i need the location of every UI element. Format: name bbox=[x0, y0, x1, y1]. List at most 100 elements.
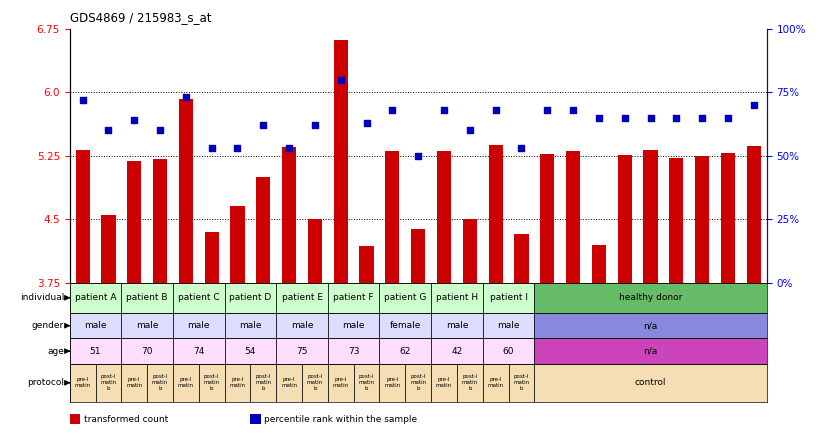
Bar bbox=[121, 282, 173, 313]
Text: pre-I
matin: pre-I matin bbox=[436, 377, 451, 388]
Text: n/a: n/a bbox=[643, 321, 657, 330]
Bar bbox=[224, 313, 276, 338]
Point bbox=[283, 145, 296, 152]
Bar bbox=[534, 364, 766, 402]
Bar bbox=[70, 282, 121, 313]
Text: pre-I
matin: pre-I matin bbox=[487, 377, 503, 388]
Bar bbox=[534, 338, 766, 364]
Bar bbox=[147, 364, 173, 402]
Text: post-I
matin
b: post-I matin b bbox=[203, 374, 219, 391]
Point bbox=[669, 114, 682, 121]
Bar bbox=[204, 232, 219, 282]
Point bbox=[76, 96, 89, 103]
Bar bbox=[70, 338, 121, 364]
Text: age: age bbox=[48, 347, 64, 356]
Bar bbox=[353, 364, 379, 402]
Text: male: male bbox=[446, 321, 468, 330]
Point bbox=[540, 107, 553, 114]
Bar bbox=[437, 151, 450, 282]
Bar bbox=[121, 338, 173, 364]
Text: post-I
matin
b: post-I matin b bbox=[100, 374, 116, 391]
Text: post-I
matin
b: post-I matin b bbox=[410, 374, 426, 391]
Text: male: male bbox=[239, 321, 261, 330]
Text: gender: gender bbox=[32, 321, 64, 330]
Text: post-I
matin
b: post-I matin b bbox=[513, 374, 529, 391]
Bar bbox=[173, 282, 224, 313]
Bar bbox=[695, 156, 708, 282]
Text: patient B: patient B bbox=[126, 293, 168, 302]
Point bbox=[721, 114, 734, 121]
Point bbox=[437, 107, 450, 114]
Text: 62: 62 bbox=[399, 347, 410, 356]
Point bbox=[205, 145, 218, 152]
Bar bbox=[328, 282, 379, 313]
Text: pre-I
matin: pre-I matin bbox=[281, 377, 296, 388]
Point bbox=[591, 114, 604, 121]
Bar bbox=[405, 364, 431, 402]
Bar bbox=[482, 338, 534, 364]
Bar bbox=[282, 147, 296, 282]
Text: post-I
matin
b: post-I matin b bbox=[306, 374, 323, 391]
Bar bbox=[534, 313, 766, 338]
Bar bbox=[276, 338, 328, 364]
Text: patient C: patient C bbox=[178, 293, 219, 302]
Bar bbox=[328, 313, 379, 338]
Point bbox=[231, 145, 244, 152]
Bar bbox=[333, 40, 347, 282]
Bar bbox=[617, 155, 631, 282]
Bar bbox=[173, 364, 198, 402]
Bar bbox=[301, 364, 328, 402]
Text: post-I
matin
b: post-I matin b bbox=[358, 374, 374, 391]
Bar bbox=[230, 206, 244, 282]
Bar bbox=[643, 150, 657, 282]
Bar bbox=[431, 338, 482, 364]
Text: female: female bbox=[389, 321, 420, 330]
Bar bbox=[385, 151, 399, 282]
Point bbox=[360, 119, 373, 126]
Bar bbox=[379, 364, 405, 402]
Point bbox=[308, 122, 321, 129]
Text: male: male bbox=[84, 321, 106, 330]
Bar bbox=[75, 150, 89, 282]
Point bbox=[334, 76, 347, 83]
Bar bbox=[456, 364, 482, 402]
Text: transformed count: transformed count bbox=[84, 415, 168, 424]
Bar bbox=[379, 338, 431, 364]
Bar bbox=[173, 313, 224, 338]
Bar bbox=[746, 146, 760, 282]
Bar bbox=[224, 364, 250, 402]
Bar bbox=[250, 364, 276, 402]
Text: 70: 70 bbox=[141, 347, 152, 356]
Text: male: male bbox=[188, 321, 210, 330]
Text: pre-I
matin: pre-I matin bbox=[75, 377, 91, 388]
Text: 54: 54 bbox=[244, 347, 256, 356]
Text: patient A: patient A bbox=[75, 293, 116, 302]
Point bbox=[746, 101, 759, 108]
Bar bbox=[410, 229, 425, 282]
Bar bbox=[540, 154, 554, 282]
Bar bbox=[198, 364, 224, 402]
Bar bbox=[379, 282, 431, 313]
Text: male: male bbox=[496, 321, 519, 330]
Text: pre-I
matin: pre-I matin bbox=[333, 377, 348, 388]
Text: patient D: patient D bbox=[229, 293, 271, 302]
Text: protocol: protocol bbox=[27, 378, 64, 387]
Text: 73: 73 bbox=[347, 347, 359, 356]
Point bbox=[256, 122, 269, 129]
Text: n/a: n/a bbox=[643, 347, 657, 356]
Text: control: control bbox=[634, 378, 666, 387]
Bar bbox=[668, 158, 682, 282]
Bar bbox=[276, 364, 301, 402]
Text: 60: 60 bbox=[502, 347, 514, 356]
Point bbox=[618, 114, 631, 121]
Point bbox=[128, 117, 141, 124]
Text: pre-I
matin: pre-I matin bbox=[178, 377, 193, 388]
Text: GDS4869 / 215983_s_at: GDS4869 / 215983_s_at bbox=[70, 12, 211, 24]
Text: patient F: patient F bbox=[333, 293, 373, 302]
Bar bbox=[121, 364, 147, 402]
Bar bbox=[488, 145, 502, 282]
Text: patient H: patient H bbox=[436, 293, 477, 302]
Point bbox=[488, 107, 501, 114]
Bar bbox=[720, 153, 734, 282]
Bar bbox=[102, 215, 115, 282]
